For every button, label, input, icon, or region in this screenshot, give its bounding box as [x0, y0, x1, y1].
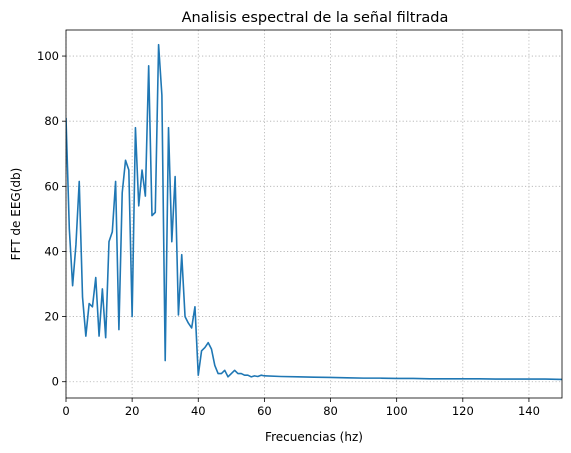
- y-tick-label: 0: [52, 375, 59, 389]
- y-tick-label: 80: [44, 114, 59, 128]
- x-axis-label: Frecuencias (hz): [265, 430, 363, 444]
- chart-title: Analisis espectral de la señal filtrada: [182, 10, 449, 26]
- grid-layer: [66, 30, 562, 398]
- x-axis-ticks: 0 20 40 60 80 100 120 140: [62, 398, 540, 418]
- y-axis-ticks: 0 20 40 60 80 100: [37, 49, 66, 389]
- y-tick-label: 20: [44, 310, 59, 324]
- y-tick-label: 100: [37, 49, 59, 63]
- x-tick-label: 60: [257, 404, 272, 418]
- x-tick-label: 0: [62, 404, 69, 418]
- y-tick-label: 40: [44, 244, 59, 258]
- x-tick-label: 120: [452, 404, 474, 418]
- x-tick-label: 20: [125, 404, 140, 418]
- plot-frame: [66, 30, 562, 398]
- x-tick-label: 80: [323, 404, 338, 418]
- x-tick-label: 40: [191, 404, 206, 418]
- fft-series-line: [66, 45, 562, 380]
- y-tick-label: 60: [44, 179, 59, 193]
- x-tick-label: 140: [518, 404, 540, 418]
- y-axis-label: FFT de EEG(db): [9, 168, 23, 261]
- plot-layer: [66, 45, 562, 380]
- x-tick-label: 100: [386, 404, 408, 418]
